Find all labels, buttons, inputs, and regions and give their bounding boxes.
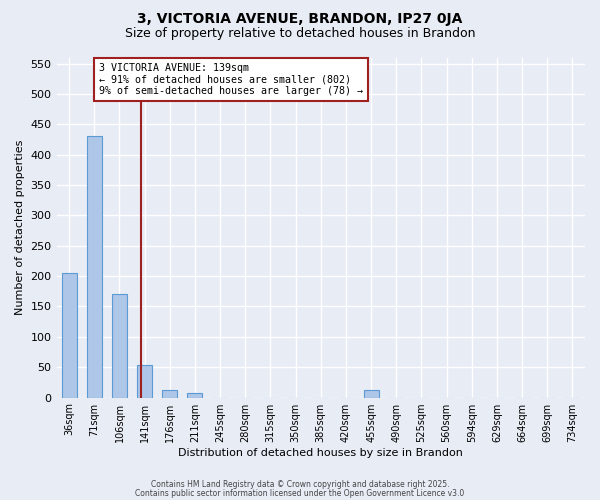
Text: 3, VICTORIA AVENUE, BRANDON, IP27 0JA: 3, VICTORIA AVENUE, BRANDON, IP27 0JA	[137, 12, 463, 26]
Text: Size of property relative to detached houses in Brandon: Size of property relative to detached ho…	[125, 28, 475, 40]
Bar	[162, 390, 178, 398]
Text: 3 VICTORIA AVENUE: 139sqm
← 91% of detached houses are smaller (802)
9% of semi-: 3 VICTORIA AVENUE: 139sqm ← 91% of detac…	[99, 62, 363, 96]
Bar	[112, 294, 127, 398]
Bar	[187, 394, 202, 398]
Text: Contains public sector information licensed under the Open Government Licence v3: Contains public sector information licen…	[136, 488, 464, 498]
Bar	[137, 366, 152, 398]
Bar	[62, 273, 77, 398]
Bar	[87, 136, 102, 398]
Text: Contains HM Land Registry data © Crown copyright and database right 2025.: Contains HM Land Registry data © Crown c…	[151, 480, 449, 489]
Bar	[364, 390, 379, 398]
Y-axis label: Number of detached properties: Number of detached properties	[15, 140, 25, 315]
X-axis label: Distribution of detached houses by size in Brandon: Distribution of detached houses by size …	[178, 448, 463, 458]
